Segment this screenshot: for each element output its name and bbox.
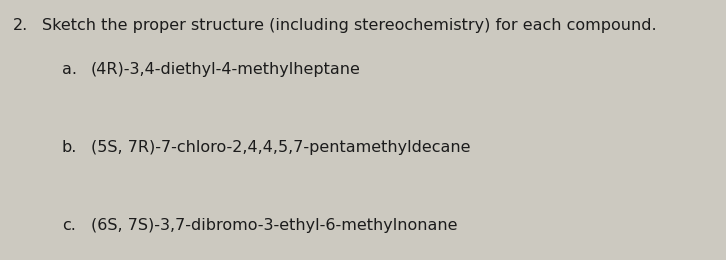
Text: 2.: 2. bbox=[13, 18, 28, 33]
Text: (5S, 7R)-7-chloro-2,4,4,5,7-pentamethyldecane: (5S, 7R)-7-chloro-2,4,4,5,7-pentamethyld… bbox=[91, 140, 470, 155]
Text: b.: b. bbox=[62, 140, 77, 155]
Text: a.: a. bbox=[62, 62, 77, 77]
Text: (4R)-3,4-diethyl-4-methylheptane: (4R)-3,4-diethyl-4-methylheptane bbox=[91, 62, 361, 77]
Text: Sketch the proper structure (including stereochemistry) for each compound.: Sketch the proper structure (including s… bbox=[42, 18, 657, 33]
Text: c.: c. bbox=[62, 218, 76, 233]
Text: (6S, 7S)-3,7-dibromo-3-ethyl-6-methylnonane: (6S, 7S)-3,7-dibromo-3-ethyl-6-methylnon… bbox=[91, 218, 457, 233]
